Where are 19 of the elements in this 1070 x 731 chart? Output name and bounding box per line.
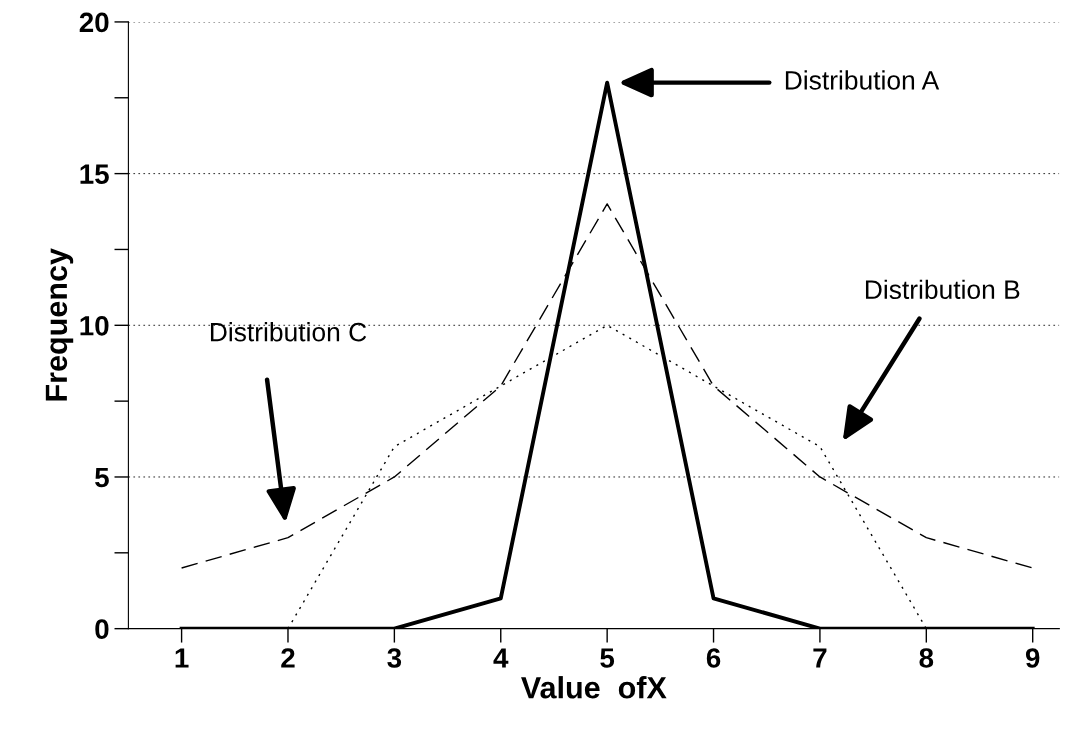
x-tick-label: 8: [919, 648, 934, 668]
y-tick-label: 5: [95, 467, 109, 488]
y-axis-title: Frequency: [45, 248, 74, 401]
x-tick-label: 6: [706, 648, 721, 668]
x-axis-title: Value ofX: [521, 676, 667, 699]
x-tick-label: 3: [387, 648, 402, 668]
x-tick-label: 7: [813, 648, 827, 668]
annotation: Distribution B: [865, 279, 1020, 300]
y-tick-label: 10: [80, 315, 109, 336]
y-tick-label: 15: [80, 164, 109, 184]
annotation: Distribution A: [785, 70, 940, 90]
x-tick-label: 9: [1025, 648, 1040, 668]
x-tick-label: 4: [493, 648, 509, 668]
y-tick-label: 0: [95, 619, 109, 639]
x-tick-label: 1: [175, 648, 189, 668]
annotation: Distribution C: [210, 322, 367, 342]
y-tick-label: 20: [79, 12, 109, 33]
x-tick-label: 5: [600, 648, 615, 668]
x-tick-label: 2: [281, 648, 295, 668]
